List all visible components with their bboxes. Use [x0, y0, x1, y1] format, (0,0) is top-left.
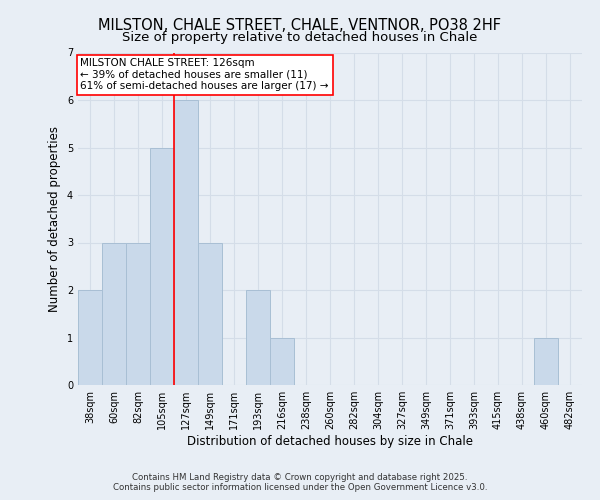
Text: Size of property relative to detached houses in Chale: Size of property relative to detached ho… [122, 31, 478, 44]
Bar [102, 242, 126, 385]
Bar [174, 100, 198, 385]
X-axis label: Distribution of detached houses by size in Chale: Distribution of detached houses by size … [187, 435, 473, 448]
Bar [78, 290, 102, 385]
Text: Contains HM Land Registry data © Crown copyright and database right 2025.
Contai: Contains HM Land Registry data © Crown c… [113, 473, 487, 492]
Bar [150, 148, 174, 385]
Bar [270, 338, 294, 385]
Text: MILSTON CHALE STREET: 126sqm
← 39% of detached houses are smaller (11)
61% of se: MILSTON CHALE STREET: 126sqm ← 39% of de… [80, 58, 329, 92]
Text: MILSTON, CHALE STREET, CHALE, VENTNOR, PO38 2HF: MILSTON, CHALE STREET, CHALE, VENTNOR, P… [98, 18, 502, 32]
Bar [198, 242, 222, 385]
Y-axis label: Number of detached properties: Number of detached properties [49, 126, 61, 312]
Bar [126, 242, 150, 385]
Bar [246, 290, 270, 385]
Bar [534, 338, 558, 385]
